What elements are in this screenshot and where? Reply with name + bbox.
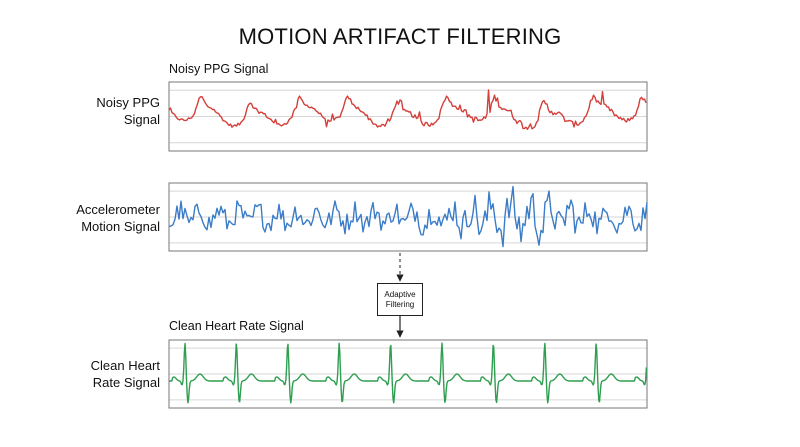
ppg-waveform [168,89,647,130]
panels [168,81,648,409]
panel-frame [168,81,648,152]
panel-label: Accelerometer Motion Signal [76,202,160,234]
panel-label: Clean Heart Rate Signal [90,358,160,390]
ecg-waveform [169,342,648,404]
panel-frame [168,339,648,409]
panel-frame [168,182,648,252]
panel-label: Noisy PPG Signal [96,95,160,127]
title: MOTION ARTIFACT FILTERING [238,24,562,49]
accelerometer-waveform [168,185,648,248]
filter-box: Adaptive Filtering [377,283,423,316]
panel-caption: Clean Heart Rate Signal [169,319,304,333]
panel-caption: Noisy PPG Signal [169,62,269,76]
